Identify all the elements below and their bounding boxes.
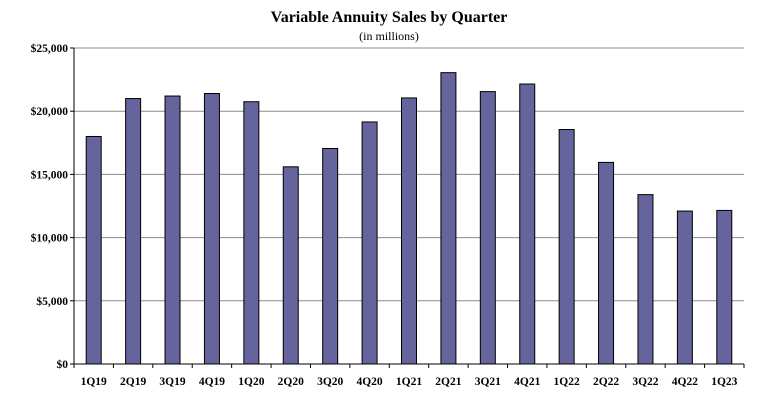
x-tick-label: 2Q20: [278, 376, 304, 388]
x-tick-label: 2Q22: [593, 376, 619, 388]
x-tick-label: 1Q22: [554, 376, 580, 388]
bar: [243, 101, 260, 365]
x-tick-label: 1Q21: [396, 376, 422, 388]
bar: [519, 83, 536, 365]
y-tick-label: $5,000: [36, 295, 68, 308]
x-tick-label: 4Q22: [672, 376, 698, 388]
axes: [73, 48, 744, 365]
x-tick-label: 3Q22: [632, 376, 658, 388]
x-tick-label: 4Q20: [356, 376, 382, 388]
x-tick-label: 3Q21: [475, 376, 501, 388]
bar: [440, 72, 457, 365]
bars: [85, 72, 733, 365]
bar: [125, 98, 142, 365]
y-tick-label: $0: [57, 358, 69, 371]
chart-title: Variable Annuity Sales by Quarter: [271, 9, 508, 26]
y-tick-label: $20,000: [31, 105, 69, 118]
bar: [203, 93, 220, 365]
x-tick-label: 4Q21: [514, 376, 540, 388]
bar: [401, 97, 417, 365]
bar: [479, 91, 496, 365]
bar: [85, 135, 102, 365]
x-axis-ticks: 1Q19 2Q19 3Q19 4Q19 1Q20 2Q20 3Q20 4Q20 1Q21 2Q21…: [73, 364, 745, 388]
bar: [282, 166, 299, 365]
bar: [716, 209, 733, 365]
bar: [164, 95, 181, 365]
bar: [637, 194, 654, 365]
x-tick-label: 2Q19: [120, 376, 146, 388]
y-tick-label: $25,000: [31, 42, 69, 55]
y-axis-ticks: $0 $5,000 $10,000 $15,000 $20,000 $25,000: [31, 42, 74, 371]
x-tick-label: 2Q21: [435, 376, 461, 388]
bar: [558, 129, 575, 365]
bar: [361, 121, 378, 365]
x-tick-label: 1Q19: [81, 376, 107, 388]
x-tick-label: 1Q20: [238, 376, 264, 388]
x-tick-label: 3Q20: [317, 376, 343, 388]
x-tick-label: 3Q19: [159, 376, 185, 388]
x-tick-label: 1Q23: [711, 376, 737, 388]
bar: [322, 147, 339, 365]
chart-subtitle: (in millions): [359, 29, 419, 43]
bar: [676, 210, 693, 365]
y-tick-label: $15,000: [31, 168, 69, 181]
y-tick-label: $10,000: [31, 232, 69, 245]
bar: [598, 161, 615, 365]
x-tick-label: 4Q19: [199, 376, 225, 388]
